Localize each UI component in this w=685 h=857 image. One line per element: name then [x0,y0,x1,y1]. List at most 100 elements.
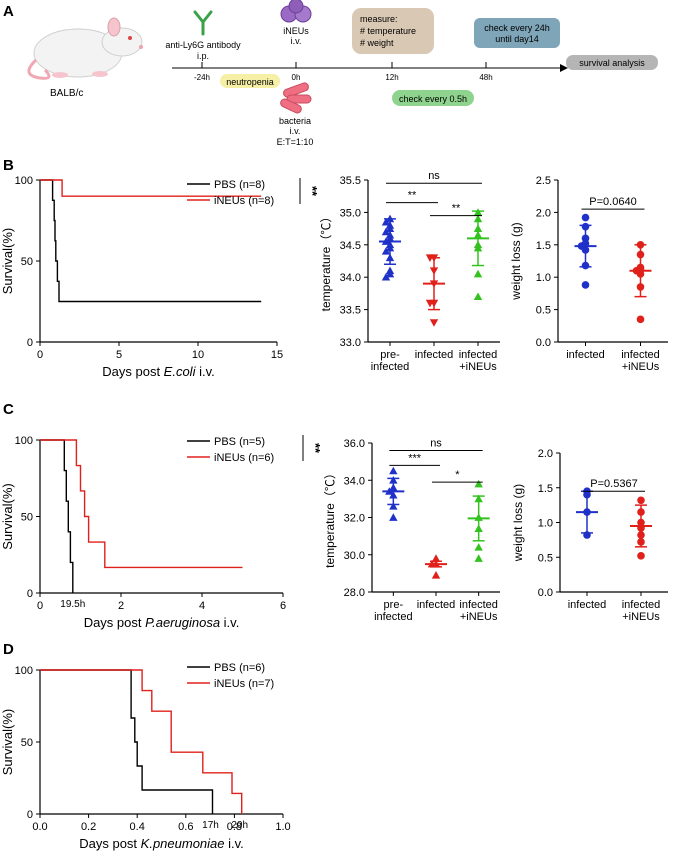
significance-label: ** [305,186,320,197]
y-axis-title: Survival(%) [0,483,15,549]
bacteria-ratio: E:T=1:10 [277,137,314,147]
chart-c-weight-loss: 0.0 0.5 1.0 1.5 2.0 weight loss (g) infected in… [511,448,668,623]
y-tick-label: 2.5 [536,175,551,187]
antibody-icon [193,10,213,36]
legend-label: PBS (n=8) [214,179,265,191]
data-point [637,552,645,560]
data-point [389,513,398,521]
panel-a: A BALB/c -24h 0h 12h 48h anti-L [3,0,658,147]
significance-label: ns [428,170,440,182]
x-tick-label: 6 [280,600,286,612]
data-point [431,554,441,562]
chart-c-survival: 0 50 100 0 2 4 6 Survival(%) Days post P.aerugin… [0,435,323,630]
x-tick-label: pre- [380,349,400,361]
check24-line2: until day14 [495,34,539,44]
y-tick-label: 34.0 [340,272,361,284]
x-tick-label: 0.0 [32,821,47,833]
y-tick-label: 36.0 [344,438,365,450]
y-tick-label: 50 [21,512,33,524]
data-point [381,273,391,281]
y-tick-label: 0 [27,337,33,349]
measure-weight: # weight [360,38,394,48]
significance-label: ns [430,437,442,449]
x-tick-label: infected [415,349,454,361]
y-tick-label: 0.0 [538,587,553,599]
data-point [431,571,441,579]
x-tick-label: infected [371,361,410,373]
series-line-ineus [40,179,262,197]
x-tick-label: infected [374,611,413,623]
x-tick-label: infected [568,599,607,611]
bacteria-label: bacteria [279,116,311,126]
data-point [581,213,590,222]
panel-d-letter: D [3,641,14,658]
y-tick-label: 1.0 [536,272,551,284]
mouse-strain-label: BALB/c [50,88,83,99]
y-tick-label: 1.5 [536,240,551,252]
ineus-route: i.v. [291,36,302,46]
significance-label: ** [308,443,323,454]
data-point [389,502,398,510]
check05-label: check every 0.5h [399,94,467,104]
y-axis-title: temperature（℃） [319,211,333,312]
y-tick-label: 35.0 [340,207,361,219]
neutropenia-box [220,74,280,88]
chart-b-temperature: 33.0 33.5 34.0 34.5 35.0 35.5 temperature（℃） pr… [319,170,500,373]
time-0h: 0h [292,73,301,82]
legend-label: PBS (n=6) [214,662,265,674]
series-line-pbs [40,179,262,303]
x-tick-label: 5 [116,349,122,361]
x-axis-title: Days post P.aeruginosa i.v. [84,615,240,630]
time-minus24: -24h [194,73,210,82]
measure-box [352,8,434,54]
survival-analysis-label: survival analysis [579,58,645,68]
x-tick-label: 0.2 [81,821,96,833]
y-tick-label: 50 [21,737,33,749]
significance-label: * [455,469,460,481]
time-12h: 12h [385,73,398,82]
chart-b-survival: 0 50 100 0 5 10 15 Survival(%) Days post E.coli … [0,175,320,379]
x-tick-label: pre- [384,599,404,611]
y-tick-label: 0 [27,588,33,600]
bacteria-route: i.v. [290,126,301,136]
data-point [637,496,645,505]
time-annotation: 17h [202,820,219,831]
significance-label: P=0.5367 [590,478,637,490]
antibody-route: i.p. [197,51,209,61]
legend-label: iNEUs (n=6) [214,452,274,464]
y-tick-label: 32.0 [344,513,365,525]
measure-title: measure: [360,14,398,24]
x-tick-label: 4 [199,600,205,612]
x-tick-label: 0.8 [227,821,242,833]
time-48h: 48h [479,73,492,82]
check24-line1: check every 24h [484,23,550,33]
data-point [474,543,483,551]
y-tick-label: 2.0 [536,207,551,219]
x-tick-label: 0.4 [130,821,145,833]
time-annotation: 19.5h [60,599,85,610]
x-tick-label: +iNEUs [622,611,660,623]
legend-label: PBS (n=5) [214,436,265,448]
y-axis-title: Survival(%) [0,709,15,775]
x-tick-label: +iNEUs [459,361,497,373]
chart-b-weight-loss: 0.0 0.5 1.0 1.5 2.0 2.5 weight loss (g) infecte… [509,175,668,373]
x-tick-label: 15 [271,349,283,361]
y-axis-title: temperature（℃） [323,467,337,568]
y-tick-label: 100 [15,175,33,187]
data-point [473,269,483,278]
y-tick-label: 30.0 [344,550,365,562]
x-tick-label: infected [417,599,456,611]
x-tick-label: infected [566,349,605,361]
data-point [581,281,590,289]
x-tick-label: infected [621,349,660,361]
y-tick-label: 33.0 [340,337,361,349]
data-point [385,269,395,278]
y-tick-label: 35.5 [340,175,361,187]
data-point [429,319,439,327]
y-axis-title: Survival(%) [0,228,15,294]
data-point [636,315,645,324]
series-line-ineus [40,669,243,814]
mouse-illustration [27,17,143,80]
timeline-arrow [560,64,568,72]
neutropenia-label: neutropenia [226,77,274,87]
